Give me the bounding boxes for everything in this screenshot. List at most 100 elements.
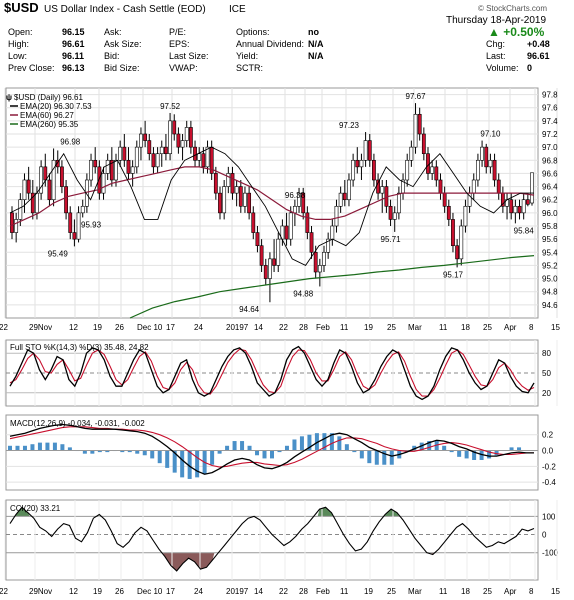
macd-histogram-bar xyxy=(487,450,492,459)
quote-label: Bid Size: xyxy=(104,63,140,73)
cci-label: CCI(20) 33.21 xyxy=(10,504,61,513)
candle-body xyxy=(334,205,339,227)
quote-label: P/E: xyxy=(169,27,187,37)
macd-histogram-bar xyxy=(225,445,230,451)
candle-body xyxy=(180,140,185,148)
candle-body xyxy=(471,179,476,194)
cci-tick-label: -100 xyxy=(542,549,559,558)
sto-d-line xyxy=(9,348,535,397)
candle-body xyxy=(109,159,114,181)
candle-body xyxy=(234,186,239,194)
macd-tick-label: 0.0 xyxy=(542,447,554,456)
macd-line xyxy=(9,423,534,475)
candle-body xyxy=(409,146,414,161)
macd-histogram-bar xyxy=(464,450,469,459)
y-tick-label: 96.4 xyxy=(542,183,558,192)
quote-value: 96.11 xyxy=(62,51,85,61)
candle-body xyxy=(313,251,318,273)
macd-histogram-bar xyxy=(90,450,95,454)
x-tick-label: 15 xyxy=(551,323,560,332)
macd-histogram-bar xyxy=(135,450,140,454)
legend-symbol-icon: ψ xyxy=(6,93,12,102)
sto-tick-label: 80 xyxy=(542,349,551,358)
candle-body xyxy=(39,166,44,194)
y-tick-label: 95.8 xyxy=(542,222,558,231)
macd-histogram-bar xyxy=(344,444,349,451)
price-label: 96.38 xyxy=(285,191,306,200)
y-tick-label: 97.4 xyxy=(542,117,558,126)
macd-histogram-bar xyxy=(172,450,177,473)
quote-value: 0 xyxy=(527,63,533,73)
candle-body xyxy=(251,212,256,233)
candle-body xyxy=(114,159,118,181)
candle-body xyxy=(164,146,168,155)
quote-value: 96.15 xyxy=(62,27,85,37)
candle-body xyxy=(455,245,460,260)
candle-body xyxy=(226,173,231,187)
quote-value: 96.61 xyxy=(527,51,550,61)
candle-body xyxy=(484,146,489,168)
macd-histogram-bar xyxy=(367,450,372,464)
quote-label: Bid: xyxy=(104,51,120,61)
macd-histogram-bar xyxy=(240,441,245,451)
quote-label: Last Size: xyxy=(169,51,209,61)
candle-body xyxy=(263,265,268,279)
candle-body xyxy=(442,192,447,207)
macd-histogram-bar xyxy=(37,442,42,451)
macd-histogram-bar xyxy=(292,439,297,451)
candle-body xyxy=(55,159,60,168)
macd-histogram-bar xyxy=(187,450,192,479)
macd-histogram-bar xyxy=(217,450,222,454)
candle-body xyxy=(93,159,98,168)
candle-body xyxy=(351,159,356,181)
candle-body xyxy=(426,153,430,174)
macd-histogram-bar xyxy=(419,442,424,451)
macd-histogram-bar xyxy=(142,450,147,456)
candle-body xyxy=(51,159,56,201)
candle-body xyxy=(413,113,418,148)
candle-body xyxy=(372,159,376,181)
candle-body xyxy=(143,133,148,141)
macd-histogram-bar xyxy=(299,436,304,451)
candle-body xyxy=(155,153,160,168)
macd-histogram-bar xyxy=(232,441,237,451)
candle-body xyxy=(405,159,410,181)
candle-body xyxy=(513,205,518,214)
quote-label: Yield: xyxy=(236,51,259,61)
candle-body xyxy=(288,212,293,240)
macd-histogram-bar xyxy=(517,447,522,451)
macd-histogram-bar xyxy=(322,433,327,451)
x-tick-label-bottom: Dec 10 xyxy=(137,587,163,596)
candle-body xyxy=(97,166,102,194)
y-tick-label: 96.6 xyxy=(542,169,558,178)
x-tick-label: 29Nov xyxy=(29,323,52,332)
candle-body xyxy=(147,140,152,155)
x-tick-label: Apr xyxy=(504,323,517,332)
candle-body xyxy=(230,173,235,194)
x-tick-label-bottom: 15 xyxy=(551,587,560,596)
candle-body xyxy=(276,238,281,266)
candle-body xyxy=(184,127,189,141)
y-tick-label: 97.0 xyxy=(542,143,558,152)
legend-entry: EMA(260) 95.35 xyxy=(20,120,79,129)
macd-label: MACD(12,26,9) -0.034, -0.031, -0.002 xyxy=(10,419,145,428)
candle-body xyxy=(521,199,526,214)
symbol-title: $USD xyxy=(4,0,39,15)
legend-entry: $USD (Daily) 96.61 xyxy=(14,93,83,102)
candle-body xyxy=(18,199,23,220)
macd-histogram-bar xyxy=(45,442,50,451)
x-tick-label-bottom: 12 xyxy=(69,587,78,596)
cci-overbought-fill xyxy=(383,509,400,517)
macd-histogram-bar xyxy=(195,450,200,478)
macd-histogram-bar xyxy=(412,445,417,451)
macd-histogram-bar xyxy=(127,450,132,453)
candle-body xyxy=(451,219,455,247)
sto-tick-label: 20 xyxy=(542,389,551,398)
instrument-name: US Dollar Index - Cash Settle (EOD) xyxy=(44,4,206,15)
macd-histogram-bar xyxy=(262,450,267,459)
ema20-line xyxy=(9,146,534,266)
y-tick-label: 94.6 xyxy=(542,301,558,310)
y-tick-label: 95.4 xyxy=(542,248,558,257)
candle-body xyxy=(118,146,123,161)
x-tick-label: 12 xyxy=(69,323,78,332)
